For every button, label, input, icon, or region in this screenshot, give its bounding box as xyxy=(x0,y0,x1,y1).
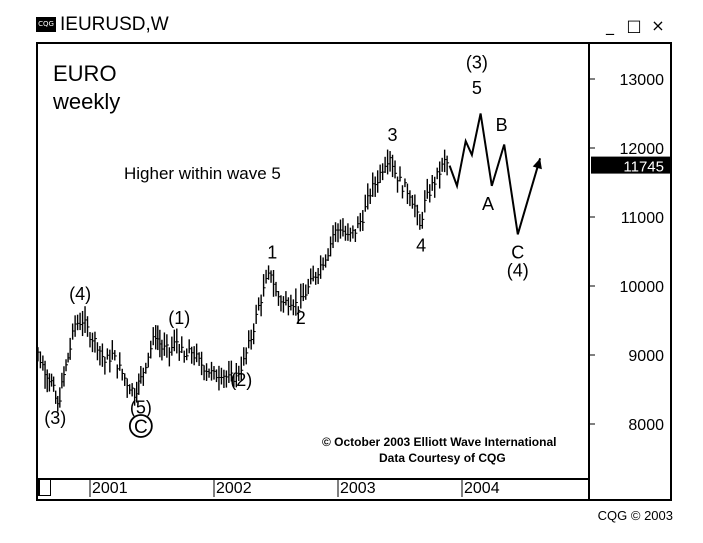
data-credit-note: Data Courtesy of CQG xyxy=(379,451,506,465)
y-tick-label: 8000 xyxy=(628,417,664,434)
wave-label: C xyxy=(134,417,148,438)
last-price-box xyxy=(591,156,672,174)
wave-label: 2 xyxy=(296,308,306,328)
x-tick-label: 2002 xyxy=(216,480,252,497)
wave-label: (1) xyxy=(168,308,190,328)
chart-subtitle: weekly xyxy=(52,89,120,114)
price-bars xyxy=(36,149,450,412)
x-tick-label: 2004 xyxy=(464,480,500,497)
wave-label: C xyxy=(511,242,524,262)
wave-label: (4) xyxy=(507,260,529,280)
symbol-title: IEURUSD,W xyxy=(60,14,169,35)
window-title-bar[interactable]: CQG IEURUSD,W _ □ × xyxy=(36,14,672,42)
y-tick-label: 12000 xyxy=(620,141,665,158)
wave-label: (3) xyxy=(44,408,66,428)
wave-label: (5) xyxy=(130,398,152,418)
restore-button[interactable]: □ xyxy=(626,16,642,35)
y-tick-label: 10000 xyxy=(620,279,665,296)
wave-label: 1 xyxy=(267,242,277,262)
wave-label: 4 xyxy=(416,236,426,256)
x-tick-label: 2001 xyxy=(92,480,128,497)
wave-label: 3 xyxy=(388,125,398,145)
price-chart[interactable]: 2001 2002 2003 2004 13000 12000 11000 10000 9000… xyxy=(36,42,672,501)
projection-arrowhead xyxy=(532,158,542,170)
wave-label: 5 xyxy=(472,78,482,98)
chart-frame xyxy=(36,42,672,501)
y-tick-label: 11000 xyxy=(621,210,664,227)
x-tick-label: 2003 xyxy=(340,480,376,497)
wave-label-circle xyxy=(128,414,153,438)
wave-label: (3) xyxy=(466,53,488,73)
wave-label: B xyxy=(496,115,508,135)
y-tick-label: 9000 xyxy=(628,348,664,365)
wave-label: (4) xyxy=(69,284,91,304)
last-price-label: 11745 xyxy=(623,159,664,176)
y-tick-label: 13000 xyxy=(620,72,665,89)
close-button[interactable]: × xyxy=(651,16,665,35)
scroll-left-button[interactable] xyxy=(37,479,51,496)
wave-label: (2) xyxy=(230,370,252,390)
chart-title: EURO xyxy=(53,61,117,86)
chart-note: Higher within wave 5 xyxy=(124,164,281,183)
wave-label: A xyxy=(482,194,494,214)
cqg-logo-icon: CQG xyxy=(36,17,56,32)
footer-credit: CQG © 2003 xyxy=(597,508,673,523)
projection-path xyxy=(448,113,542,235)
copyright-note: © October 2003 Elliott Wave Internationa… xyxy=(322,435,556,449)
minimize-button[interactable]: _ xyxy=(606,16,614,35)
